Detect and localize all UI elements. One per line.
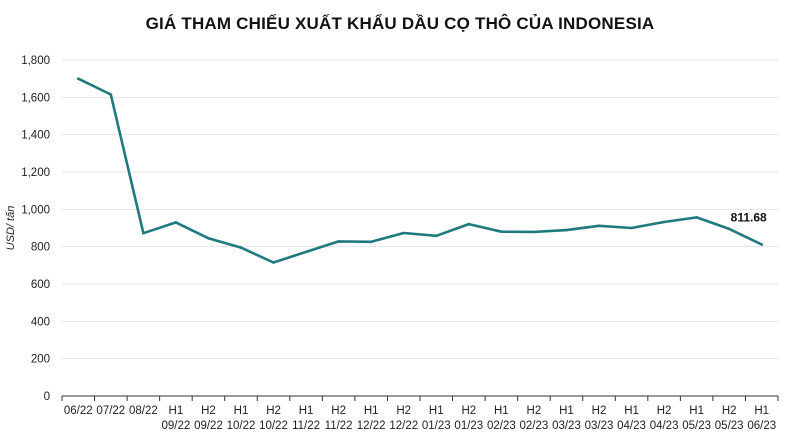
data-point xyxy=(174,221,178,224)
data-point xyxy=(109,93,113,96)
x-tick-label: H2 xyxy=(527,405,542,417)
x-tick-label: H1 xyxy=(754,405,769,417)
x-tick-label: H1 xyxy=(299,405,314,417)
x-tick-label: 07/22 xyxy=(96,405,125,417)
x-tick-label-line2: 02/23 xyxy=(520,420,549,432)
y-tick-label: 400 xyxy=(31,316,50,328)
x-tick-label: H1 xyxy=(429,405,444,417)
x-tick-label-line2: 05/23 xyxy=(682,420,711,432)
x-tick-label-line2: 10/22 xyxy=(227,420,256,432)
data-point xyxy=(76,77,80,80)
y-tick-label: 1,200 xyxy=(21,167,50,179)
x-tick-label: H2 xyxy=(201,405,216,417)
x-tick-label: H1 xyxy=(364,405,379,417)
x-tick-label: H1 xyxy=(494,405,509,417)
data-point xyxy=(369,240,373,244)
data-point xyxy=(402,231,406,235)
data-point xyxy=(662,220,666,224)
x-tick-label-line2: 11/22 xyxy=(325,420,353,432)
y-tick-label: 1,000 xyxy=(21,204,50,216)
data-point xyxy=(434,234,438,238)
y-axis-title: USD/ tấn xyxy=(5,206,17,251)
data-point xyxy=(695,216,698,219)
x-tick-label: H1 xyxy=(559,405,574,417)
data-point xyxy=(597,224,601,228)
data-point xyxy=(239,246,243,249)
x-tick-label: 08/22 xyxy=(129,405,158,417)
x-tick-label: H1 xyxy=(234,405,249,417)
data-point xyxy=(500,230,503,234)
data-point xyxy=(565,228,568,232)
x-tick-label: H2 xyxy=(331,405,346,417)
x-tick-label: H2 xyxy=(592,405,607,417)
chart-title: GIÁ THAM CHIẾU XUẤT KHẨU DẦU CỌ THÔ CỦA … xyxy=(145,14,655,33)
series-line xyxy=(77,77,764,264)
x-tick-label-line2: 03/23 xyxy=(552,420,581,432)
x-tick-label-line2: 10/22 xyxy=(259,420,288,432)
data-point xyxy=(207,236,210,240)
x-tick-label: H1 xyxy=(624,405,639,417)
x-tick-label-line2: 01/23 xyxy=(422,420,451,432)
x-tick-label: 06/22 xyxy=(64,405,93,417)
data-point xyxy=(727,227,731,231)
x-tick-label: H1 xyxy=(689,405,704,417)
x-tick-label-line2: 09/22 xyxy=(162,420,191,432)
x-tick-label-line2: 09/22 xyxy=(194,420,223,432)
data-point xyxy=(272,261,275,264)
x-tick-label-line2: 06/23 xyxy=(747,420,776,432)
data-point xyxy=(304,250,308,254)
y-tick-label: 0 xyxy=(44,391,50,403)
x-tick-label: H2 xyxy=(722,405,737,417)
x-tick-label-line2: 12/22 xyxy=(389,420,418,432)
y-tick-label: 1,600 xyxy=(21,92,50,104)
y-tick-label: 1,800 xyxy=(21,55,50,67)
x-tick-label: H1 xyxy=(169,405,184,417)
data-point xyxy=(760,243,764,246)
data-point xyxy=(467,222,471,226)
x-tick-label-line2: 11/22 xyxy=(292,420,320,432)
x-tick-label: H2 xyxy=(396,405,411,417)
x-tick-label-line2: 03/23 xyxy=(585,420,614,432)
y-tick-label: 600 xyxy=(31,279,50,291)
x-tick-label-line2: 04/23 xyxy=(650,420,679,432)
x-tick-label: H2 xyxy=(266,405,281,417)
x-tick-label-line2: 01/23 xyxy=(454,420,483,432)
y-tick-label: 800 xyxy=(31,242,50,254)
y-tick-label: 1,400 xyxy=(21,130,50,142)
x-tick-label-line2: 04/23 xyxy=(617,420,646,432)
x-tick-label-line2: 02/23 xyxy=(487,420,516,432)
data-point xyxy=(630,226,633,230)
x-tick-label-line2: 12/22 xyxy=(357,420,386,432)
y-tick-label: 200 xyxy=(31,354,50,366)
data-point xyxy=(142,231,145,235)
data-point xyxy=(337,240,340,243)
x-tick-label-line2: 05/23 xyxy=(715,420,744,432)
x-tick-label: H2 xyxy=(461,405,476,417)
data-point xyxy=(532,230,536,234)
data-label: 811.68 xyxy=(731,210,767,224)
x-tick-label: H2 xyxy=(657,405,672,417)
